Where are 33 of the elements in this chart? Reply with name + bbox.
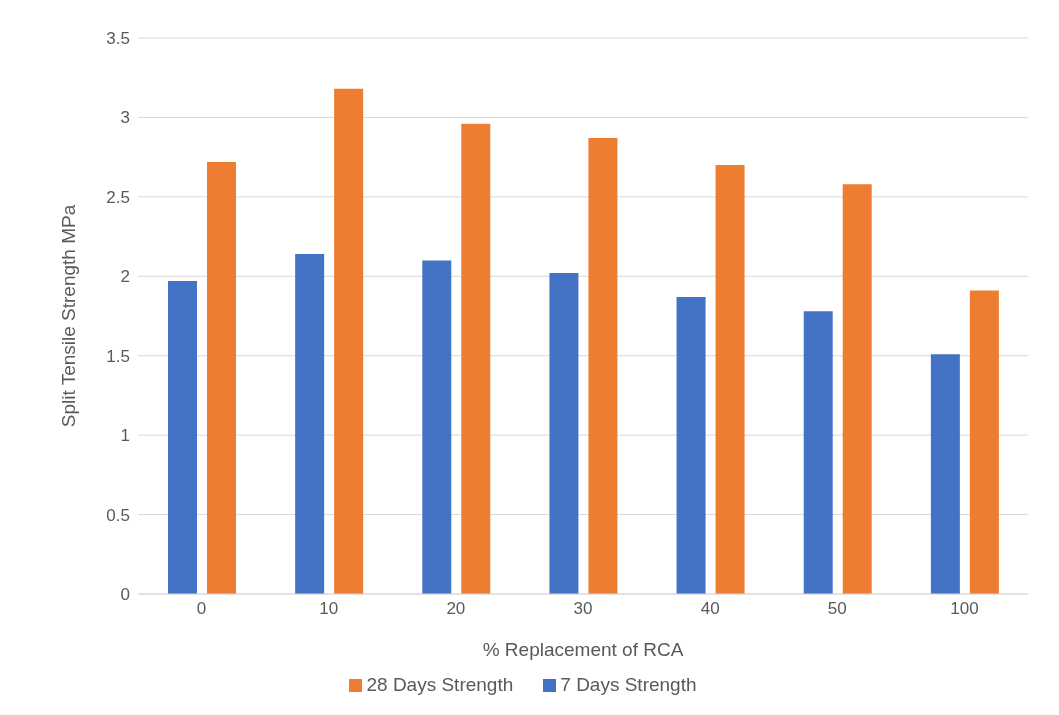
x-tick-label: 0 (196, 599, 207, 619)
bar (803, 311, 833, 594)
bar (461, 123, 491, 594)
bar (588, 138, 618, 594)
y-tick-label: 2.5 (106, 187, 130, 207)
x-tick-label: 30 (573, 599, 593, 619)
x-tick-label: 10 (319, 599, 339, 619)
bar (930, 354, 960, 594)
y-tick-label: 0 (120, 585, 130, 605)
bar (334, 88, 364, 594)
bar (676, 296, 706, 594)
bar (207, 161, 236, 594)
y-tick-label: 3 (120, 108, 130, 128)
bar (295, 254, 325, 594)
y-tick-label: 2 (120, 267, 130, 287)
y-tick-label: 3.5 (106, 29, 130, 49)
legend-label: 28 Days Strength (366, 674, 514, 695)
x-tick-label: 40 (700, 599, 720, 619)
bar (168, 281, 197, 594)
x-tick-label: 20 (446, 599, 466, 619)
bar (842, 184, 872, 594)
bar (422, 260, 452, 594)
y-tick-label: 1.5 (106, 346, 130, 366)
x-axis-title: % Replacement of RCA (482, 639, 684, 660)
x-tick-label: 100 (950, 599, 979, 619)
bar (549, 273, 579, 594)
bar (969, 290, 999, 594)
y-tick-label: 0.5 (106, 505, 130, 525)
y-axis-title: Split Tensile Strength MPa (57, 204, 79, 428)
bar (715, 165, 745, 594)
y-tick-label: 1 (120, 426, 130, 446)
legend-label: 7 Days Strength (560, 674, 697, 695)
x-tick-label: 50 (827, 599, 847, 619)
